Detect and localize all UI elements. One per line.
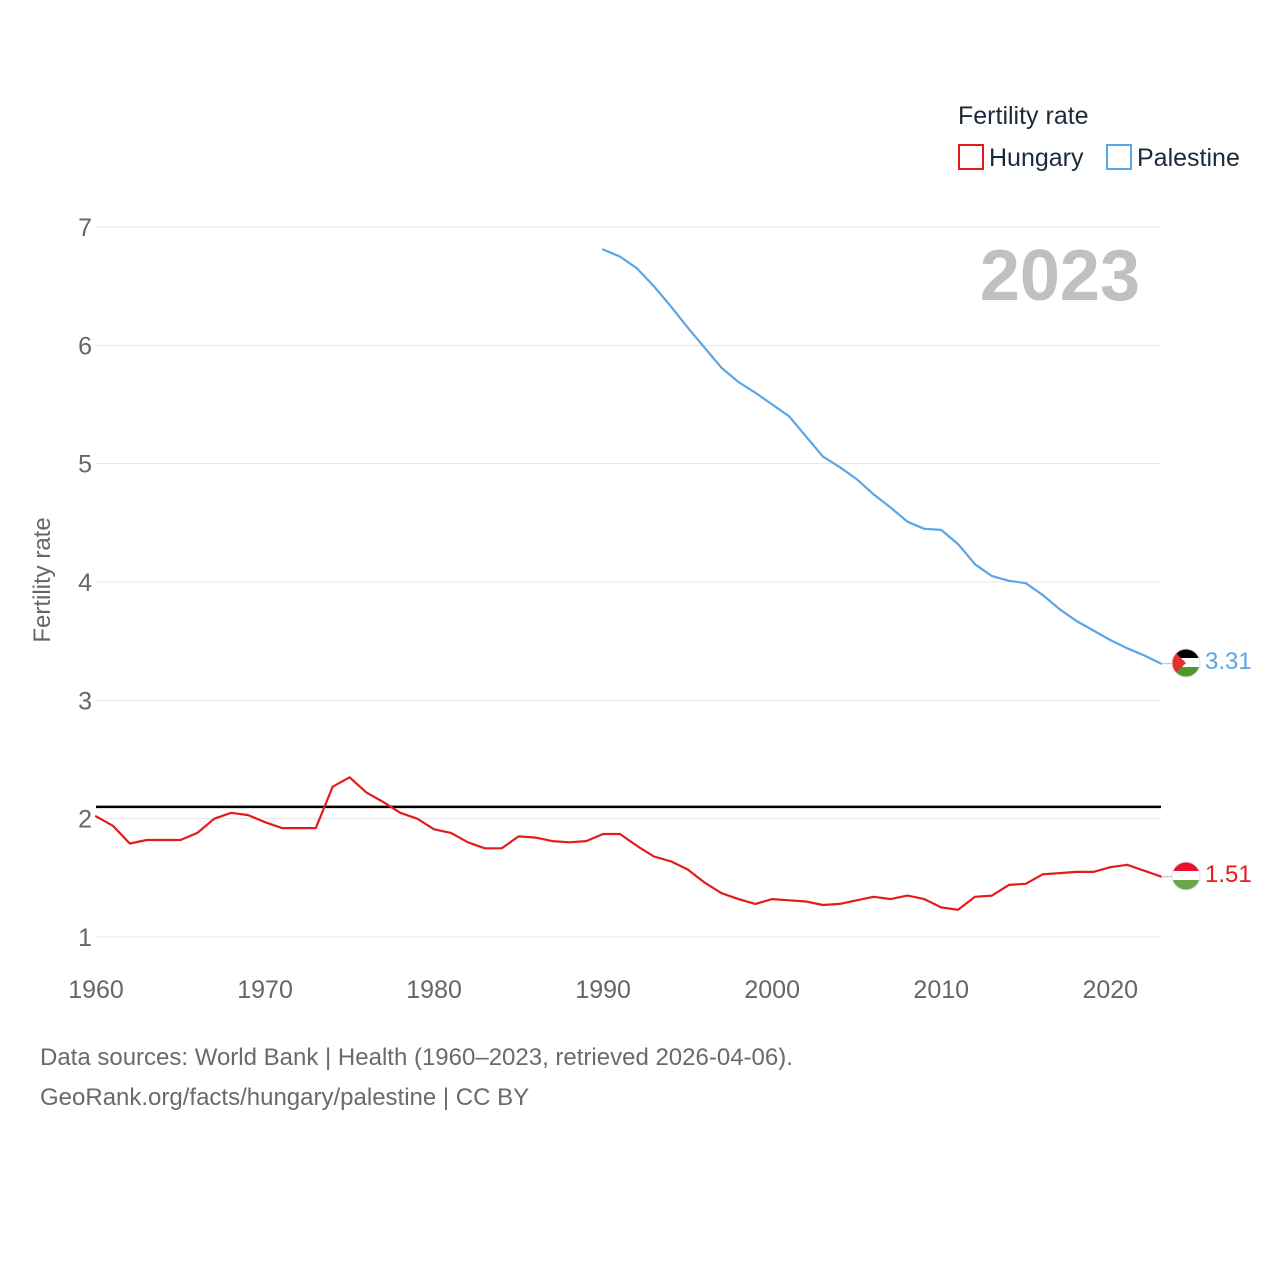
year-watermark: 2023 xyxy=(980,236,1140,316)
y-tick-label: 1 xyxy=(78,924,92,952)
attribution-link[interactable]: GeoRank.org/facts/hungary/palestine | CC… xyxy=(40,1084,530,1111)
y-axis-title: Fertility rate xyxy=(29,517,56,642)
x-axis-ticks: 1960 1970 1980 1990 2000 2010 2020 xyxy=(68,976,1138,1004)
legend-swatch-palestine[interactable] xyxy=(1106,144,1132,170)
series-lines xyxy=(94,248,1172,911)
x-tick-label: 1980 xyxy=(406,976,462,1004)
end-label-palestine: 3.31 xyxy=(1205,648,1252,675)
legend-label-palestine[interactable]: Palestine xyxy=(1137,144,1240,172)
hungary-flag-icon xyxy=(1172,862,1200,890)
fertility-rate-chart: 1 2 3 4 5 6 7 1960 1970 1980 1990 2000 2010 2020 Fer… xyxy=(29,102,1252,1004)
palestine-flag-icon xyxy=(1172,649,1200,677)
x-tick-label: 2010 xyxy=(913,976,969,1004)
x-tick-label: 2020 xyxy=(1082,976,1138,1004)
legend-label-hungary[interactable]: Hungary xyxy=(989,144,1084,172)
y-tick-label: 4 xyxy=(78,569,92,597)
legend-title: Fertility rate xyxy=(958,102,1089,130)
y-tick-label: 5 xyxy=(78,451,92,479)
legend-swatch-hungary[interactable] xyxy=(958,144,984,170)
x-tick-label: 1970 xyxy=(237,976,293,1004)
y-tick-label: 3 xyxy=(78,687,92,715)
series-line-palestine[interactable] xyxy=(601,248,1163,665)
x-tick-label: 2000 xyxy=(744,976,800,1004)
end-label-hungary: 1.51 xyxy=(1205,861,1252,888)
y-tick-label: 6 xyxy=(78,332,92,360)
legend: Fertility rate Hungary Palestine xyxy=(958,102,1240,172)
y-axis-ticks: 1 2 3 4 5 6 7 xyxy=(78,214,92,952)
x-tick-label: 1960 xyxy=(68,976,124,1004)
y-tick-label: 7 xyxy=(78,214,92,242)
gridlines xyxy=(96,226,1161,938)
x-tick-label: 1990 xyxy=(575,976,631,1004)
y-tick-label: 2 xyxy=(78,806,92,834)
series-line-hungary[interactable] xyxy=(94,776,1163,911)
data-sources-note: Data sources: World Bank | Health (1960–… xyxy=(40,1044,793,1071)
